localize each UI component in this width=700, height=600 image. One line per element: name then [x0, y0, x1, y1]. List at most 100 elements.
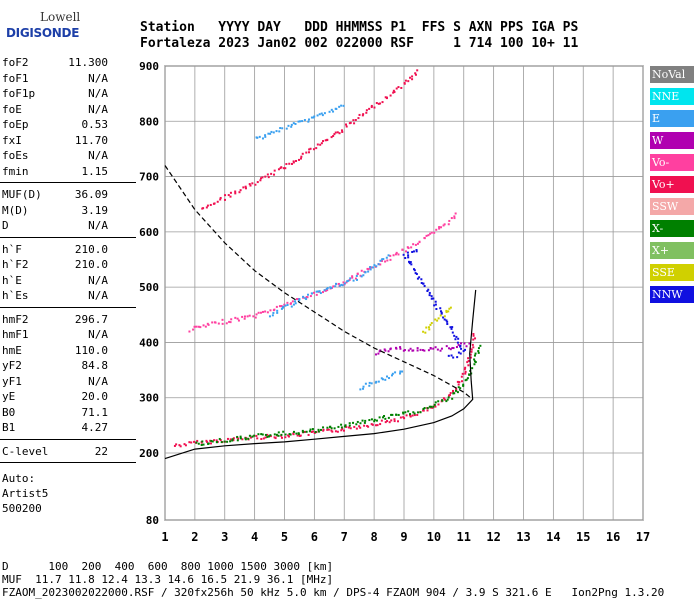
- echo-point: [367, 425, 370, 428]
- echo-point: [402, 253, 405, 256]
- echo-point: [384, 260, 387, 263]
- echo-point: [280, 433, 283, 436]
- echo-point: [386, 420, 389, 423]
- echo-point: [331, 430, 334, 433]
- echo-point: [193, 325, 196, 328]
- param-row-group4: yF1 N/A: [2, 375, 108, 389]
- echo-point: [456, 380, 459, 383]
- echo-point: [319, 143, 322, 146]
- echo-point: [411, 250, 414, 253]
- echo-point: [457, 383, 460, 386]
- echo-point: [333, 427, 336, 430]
- echo-point: [442, 397, 445, 400]
- echo-point: [259, 177, 262, 180]
- echo-point: [284, 433, 287, 436]
- echo-point: [438, 227, 441, 230]
- echo-point: [439, 314, 442, 317]
- echo-point: [290, 125, 293, 128]
- echo-point: [455, 335, 458, 338]
- echo-point: [351, 276, 354, 279]
- echo-point: [385, 256, 388, 259]
- echo-point: [443, 315, 446, 318]
- echo-point: [472, 338, 475, 341]
- echo-point: [244, 185, 247, 188]
- echo-point: [287, 435, 290, 438]
- y-tick-label: 800: [139, 115, 159, 128]
- echo-point: [257, 433, 260, 436]
- echo-point: [229, 191, 232, 194]
- echo-point: [383, 414, 386, 417]
- param-label: h`E: [2, 273, 22, 287]
- legend-entry-nne: NNE: [650, 88, 694, 105]
- echo-point: [399, 370, 402, 373]
- echo-point: [455, 389, 458, 392]
- echo-point: [260, 438, 263, 441]
- echo-point: [274, 437, 277, 440]
- echo-point: [320, 142, 323, 145]
- echo-point: [215, 439, 218, 442]
- y-tick-label: 400: [139, 336, 159, 349]
- param-value: N/A: [88, 374, 108, 388]
- echo-point: [348, 278, 351, 281]
- echo-point: [460, 375, 463, 378]
- echo-point: [275, 433, 278, 436]
- echo-point: [460, 347, 463, 350]
- echo-point: [425, 234, 428, 237]
- echo-point: [370, 266, 373, 269]
- echo-point: [316, 114, 319, 117]
- echo-point: [214, 321, 217, 324]
- echo-point: [423, 407, 426, 410]
- echo-point: [259, 311, 262, 314]
- echo-point: [264, 310, 267, 313]
- echo-point: [466, 361, 469, 364]
- echo-point: [394, 253, 397, 256]
- echo-point: [261, 137, 264, 140]
- echo-point: [298, 299, 301, 302]
- echo-point: [264, 175, 267, 178]
- echo-point: [456, 356, 459, 359]
- y-tick-label: 700: [139, 171, 159, 184]
- echo-point: [252, 315, 255, 318]
- echo-point: [371, 423, 374, 426]
- echo-point: [200, 443, 203, 446]
- echo-point: [416, 349, 419, 352]
- echo-point: [323, 289, 326, 292]
- echo-point: [219, 439, 222, 442]
- echo-point: [256, 136, 259, 139]
- echo-point: [346, 280, 349, 283]
- param-value: N/A: [88, 289, 108, 302]
- echo-point: [471, 343, 474, 346]
- echo-point: [472, 332, 475, 335]
- param-row-group5: C-level 22: [2, 445, 108, 459]
- echo-point: [418, 276, 421, 279]
- echo-point: [359, 274, 362, 277]
- echo-point: [341, 427, 344, 430]
- echo-point: [207, 442, 210, 445]
- echo-point: [291, 300, 294, 303]
- echo-point: [287, 124, 290, 127]
- echo-point: [204, 325, 207, 328]
- echo-point: [332, 285, 335, 288]
- echo-point: [219, 198, 222, 201]
- echo-point: [457, 337, 460, 340]
- echo-point: [407, 349, 410, 352]
- echo-point: [342, 429, 345, 432]
- echo-point: [411, 414, 414, 417]
- echo-point: [438, 226, 441, 229]
- echo-point: [452, 391, 455, 394]
- echo-point: [464, 372, 467, 375]
- echo-point: [367, 270, 370, 273]
- echo-point: [305, 151, 308, 154]
- param-separator: [0, 306, 136, 308]
- echo-point: [437, 317, 440, 320]
- echo-point: [394, 371, 397, 374]
- echo-point: [219, 196, 222, 199]
- echo-point: [370, 418, 373, 421]
- echo-point: [459, 352, 462, 355]
- param-value: 4.27: [81, 421, 109, 434]
- echo-point: [416, 277, 419, 280]
- echo-point: [352, 119, 355, 122]
- x-tick-label: 7: [341, 530, 348, 544]
- echo-point: [399, 346, 402, 349]
- echo-point: [368, 419, 371, 422]
